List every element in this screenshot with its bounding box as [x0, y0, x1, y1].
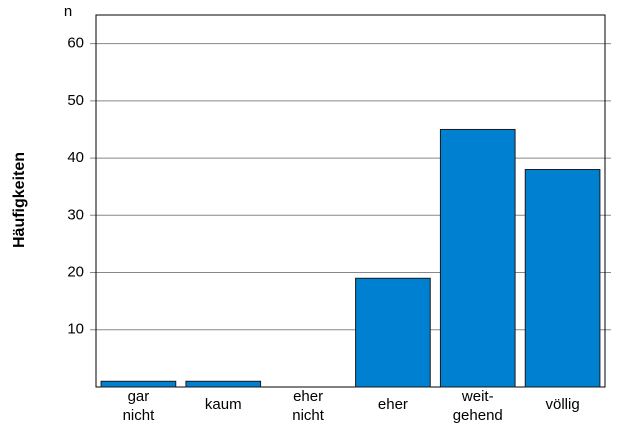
y-tick-label: 60	[67, 35, 84, 52]
bar	[524, 169, 601, 388]
y-axis-label: Häufigkeiten	[11, 152, 28, 248]
x-tick-label: eher	[378, 396, 408, 413]
x-tick-label: nicht	[123, 407, 156, 424]
bar	[185, 380, 262, 388]
y-unit: n	[64, 3, 72, 20]
y-tick-label: 20	[67, 264, 84, 281]
bar	[439, 128, 516, 388]
x-tick-label: weit-	[461, 388, 494, 405]
x-tick-label: gar	[128, 388, 150, 405]
x-tick-label: gehend	[453, 407, 503, 424]
x-tick-label: völlig	[545, 396, 579, 413]
y-tick-label: 30	[67, 206, 84, 223]
x-tick-label: kaum	[205, 396, 242, 413]
plot-frame	[95, 14, 606, 388]
y-tick-label: 50	[67, 92, 84, 109]
bar	[100, 380, 177, 388]
x-tick-label: eher	[293, 388, 323, 405]
x-tick-label: nicht	[292, 407, 325, 424]
bar	[355, 277, 431, 388]
y-tick-label: 10	[67, 321, 84, 338]
y-tick-label: 40	[67, 149, 84, 166]
